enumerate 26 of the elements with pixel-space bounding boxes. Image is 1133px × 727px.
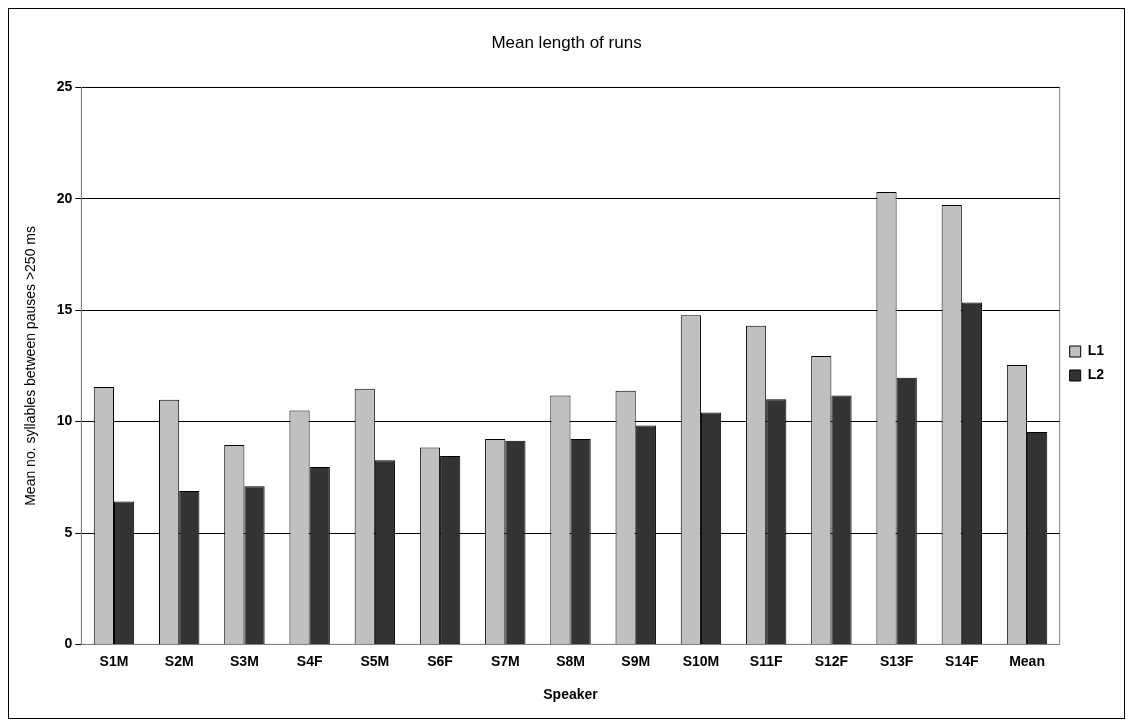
- chart-title: Mean length of runs: [491, 32, 642, 52]
- x-tick-label: S8M: [556, 652, 585, 669]
- y-tick-label: 10: [56, 412, 73, 429]
- x-tick-label: S7M: [490, 652, 520, 669]
- y-tick-label: 5: [64, 523, 73, 540]
- x-axis-title: Speaker: [543, 686, 599, 703]
- x-tick-label: S10M: [682, 652, 720, 669]
- x-tick-label: S1M: [99, 652, 129, 669]
- y-axis-title: Mean no. syllables between pauses >250 ms: [22, 226, 39, 506]
- x-tick-label: S9M: [621, 652, 651, 669]
- x-tick-label: S5M: [360, 652, 390, 669]
- x-tick-label: Mean: [1009, 652, 1045, 669]
- y-tick-label: 20: [56, 189, 73, 206]
- x-tick-label: S11F: [749, 652, 783, 669]
- legend-label: L2: [1087, 366, 1105, 383]
- x-tick-label: S3M: [230, 652, 259, 669]
- x-tick-label: S13F: [879, 652, 914, 669]
- x-tick-label: S6F: [427, 652, 454, 669]
- legend-label: L1: [1087, 342, 1105, 359]
- y-tick-label: 0: [64, 635, 73, 652]
- y-tick-label: 25: [56, 78, 73, 95]
- x-tick-label: S4F: [296, 652, 323, 669]
- y-tick-label: 15: [56, 301, 73, 318]
- x-tick-label: S14F: [945, 652, 980, 669]
- x-tick-label: S2M: [164, 652, 194, 669]
- x-tick-label: S12F: [814, 652, 849, 669]
